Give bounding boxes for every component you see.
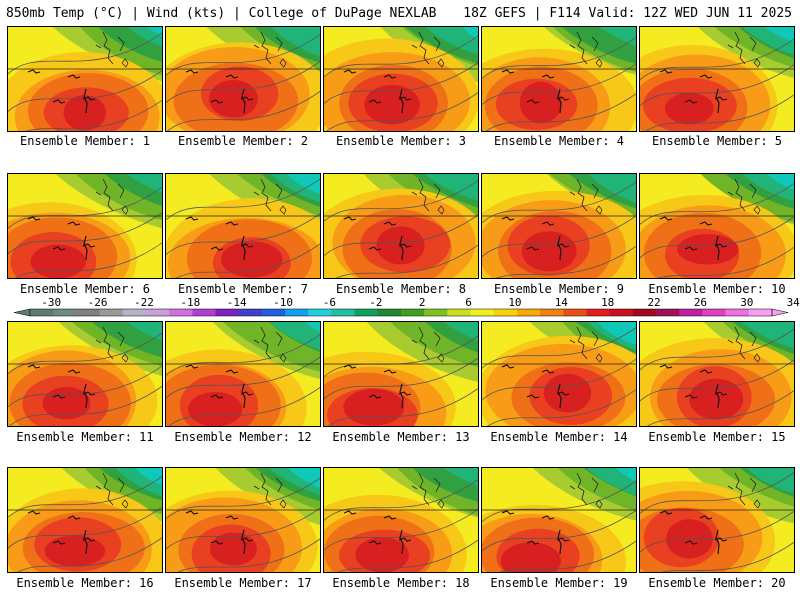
colorbar-left-arrow	[13, 308, 31, 317]
member-label-11: Ensemble Member: 11	[16, 430, 154, 444]
map-panel-member-1	[7, 26, 163, 132]
member-label-13: Ensemble Member: 13	[332, 430, 470, 444]
member-label-15: Ensemble Member: 15	[648, 430, 786, 444]
colorbar-swatch	[493, 309, 518, 316]
colorbar-swatch	[122, 309, 147, 316]
colorbar-swatch	[331, 309, 356, 316]
colorbar-swatch	[447, 309, 472, 316]
colorbar-swatch	[192, 309, 216, 316]
member-label-5: Ensemble Member: 5	[651, 134, 783, 148]
member-label-20: Ensemble Member: 20	[648, 576, 786, 590]
colorbar-tick-label: -26	[88, 296, 108, 309]
colorbar: -30-26-22-18-14-10-6-2261014182226303438…	[13, 296, 800, 317]
colorbar-tick-label: -14	[227, 296, 247, 309]
colorbar-swatch	[308, 309, 332, 316]
colorbar-tick-label: 2	[419, 296, 426, 309]
member-label-7: Ensemble Member: 7	[177, 282, 309, 296]
colorbar-tick-label: 34	[787, 296, 800, 309]
map-panel-member-7	[165, 173, 321, 279]
map-panel-member-2	[165, 26, 321, 132]
map-panel-member-10	[639, 173, 795, 279]
colorbar-swatch	[586, 309, 611, 316]
member-label-14: Ensemble Member: 14	[490, 430, 628, 444]
colorbar-tick-label: -2	[369, 296, 382, 309]
map-panel-member-16	[7, 467, 163, 573]
colorbar-swatch	[424, 309, 448, 316]
colorbar-tick-label: -18	[180, 296, 200, 309]
map-panel-member-15	[639, 321, 795, 427]
member-label-9: Ensemble Member: 9	[493, 282, 625, 296]
map-panel-member-20	[639, 467, 795, 573]
colorbar-swatch	[354, 309, 379, 316]
colorbar-swatch	[679, 309, 703, 316]
colorbar-swatch	[401, 309, 425, 316]
map-panel-member-19	[481, 467, 637, 573]
colorbar-swatch	[30, 309, 54, 316]
colorbar-tick-label: -30	[41, 296, 61, 309]
colorbar-tick-label: 6	[465, 296, 472, 309]
member-label-19: Ensemble Member: 19	[490, 576, 628, 590]
member-label-3: Ensemble Member: 3	[335, 134, 467, 148]
colorbar-swatch	[145, 309, 170, 316]
map-panel-member-4	[481, 26, 637, 132]
colorbar-swatch	[540, 309, 564, 316]
map-panel-member-17	[165, 467, 321, 573]
member-label-10: Ensemble Member: 10	[648, 282, 786, 296]
member-label-4: Ensemble Member: 4	[493, 134, 625, 148]
member-label-6: Ensemble Member: 6	[19, 282, 151, 296]
colorbar-swatch	[725, 309, 750, 316]
valid-time: 18Z GEFS | F114 Valid: 12Z WED JUN 11 20…	[463, 6, 792, 21]
map-panel-member-14	[481, 321, 637, 427]
colorbar-tick-label: 30	[740, 296, 753, 309]
map-panel-member-8	[323, 173, 479, 279]
colorbar-swatch	[285, 309, 309, 316]
colorbar-tick-label: 26	[694, 296, 707, 309]
map-panel-member-3	[323, 26, 479, 132]
colorbar-swatch	[702, 309, 727, 316]
colorbar-tick-label: -10	[273, 296, 293, 309]
map-panel-member-5	[639, 26, 795, 132]
colorbar-swatch	[748, 309, 773, 316]
colorbar-swatch	[169, 309, 193, 316]
member-label-1: Ensemble Member: 1	[19, 134, 151, 148]
colorbar-swatch	[377, 309, 402, 316]
colorbar-swatch	[470, 309, 495, 316]
member-label-2: Ensemble Member: 2	[177, 134, 309, 148]
colorbar-swatch	[53, 309, 77, 316]
member-label-17: Ensemble Member: 17	[174, 576, 312, 590]
map-panel-member-11	[7, 321, 163, 427]
map-panel-member-6	[7, 173, 163, 279]
member-label-12: Ensemble Member: 12	[174, 430, 312, 444]
colorbar-swatch	[261, 309, 286, 316]
member-label-16: Ensemble Member: 16	[16, 576, 154, 590]
colorbar-swatch	[516, 309, 541, 316]
colorbar-swatch	[238, 309, 263, 316]
colorbar-tick-label: 18	[601, 296, 614, 309]
colorbar-swatch	[656, 309, 680, 316]
colorbar-tick-label: -6	[323, 296, 336, 309]
colorbar-swatch	[99, 309, 124, 316]
colorbar-swatch	[563, 309, 587, 316]
colorbar-swatch	[632, 309, 657, 316]
map-panel-member-13	[323, 321, 479, 427]
member-label-18: Ensemble Member: 18	[332, 576, 470, 590]
colorbar-tick-label: 22	[647, 296, 660, 309]
colorbar-tick-label: -22	[134, 296, 154, 309]
member-label-8: Ensemble Member: 8	[335, 282, 467, 296]
colorbar-tick-label: 14	[555, 296, 569, 309]
colorbar-right-arrow	[771, 308, 789, 317]
colorbar-tick-label: 10	[508, 296, 521, 309]
colorbar-swatch	[215, 309, 240, 316]
chart-title: 850mb Temp (°C) | Wind (kts) | College o…	[6, 6, 437, 21]
map-panel-member-9	[481, 173, 637, 279]
colorbar-swatch	[76, 309, 101, 316]
map-panel-member-18	[323, 467, 479, 573]
colorbar-swatch	[609, 309, 634, 316]
map-panel-member-12	[165, 321, 321, 427]
